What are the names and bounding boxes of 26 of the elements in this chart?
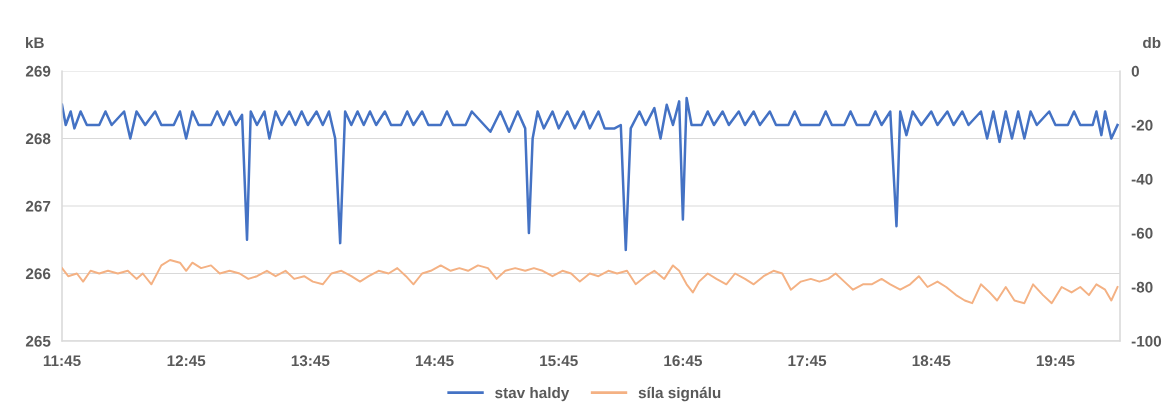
y-tick-label: 269 bbox=[25, 65, 51, 77]
y2-tick-label: -100 bbox=[1131, 335, 1162, 347]
x-tick-label: 16:45 bbox=[664, 355, 703, 367]
x-tick-label: 11:45 bbox=[43, 355, 81, 367]
y2-axis-title: db bbox=[1143, 36, 1161, 49]
y-tick-label: 266 bbox=[25, 268, 51, 280]
x-tick-label: 13:45 bbox=[291, 355, 330, 367]
y2-tick-label: -80 bbox=[1131, 281, 1153, 293]
line-series bbox=[62, 96, 1119, 252]
x-tick-label: 17:45 bbox=[788, 355, 827, 367]
y-tick-label: 265 bbox=[25, 335, 51, 347]
y2-tick-label: -60 bbox=[1131, 227, 1153, 239]
y-tick-label: 268 bbox=[25, 133, 51, 145]
x-tick-label: 19:45 bbox=[1036, 355, 1075, 367]
y-axis-title: kB bbox=[26, 36, 44, 48]
legend-label: stav haldy bbox=[495, 386, 570, 402]
y2-tick-label: -40 bbox=[1131, 173, 1153, 185]
y2-tick-label: -20 bbox=[1131, 119, 1153, 131]
x-tick-label: 14:45 bbox=[415, 355, 454, 367]
line-series bbox=[62, 259, 1119, 305]
x-tick-label: 18:45 bbox=[912, 355, 951, 367]
x-tick-label: 15:45 bbox=[540, 355, 578, 367]
legend-label: síla signálu bbox=[638, 386, 721, 402]
x-tick-label: 12:45 bbox=[167, 355, 206, 367]
y-tick-label: 267 bbox=[25, 200, 51, 212]
y2-tick-label: 0 bbox=[1131, 65, 1139, 77]
